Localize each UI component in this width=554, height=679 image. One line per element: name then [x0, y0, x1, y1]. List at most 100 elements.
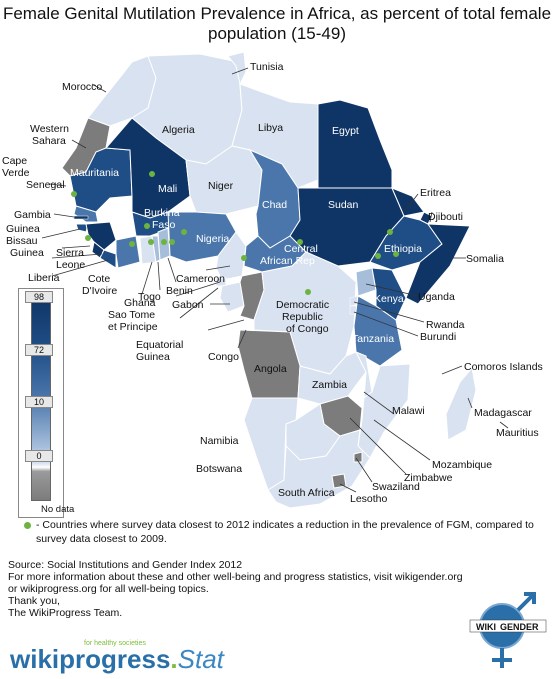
- label-libya: Libya: [258, 122, 283, 134]
- label-drc-2: Republic: [282, 311, 323, 323]
- region-south-africa[interactable]: [267, 429, 371, 509]
- region-madagascar[interactable]: [445, 366, 477, 441]
- dot-mauritania: [71, 191, 77, 197]
- label-sierra-leone-2: Leone: [56, 259, 85, 271]
- label-gambia: Gambia: [14, 209, 51, 221]
- label-guinea-bissau-1: Guinea: [6, 223, 40, 235]
- label-car-2: African Rep: [260, 255, 315, 267]
- reduction-note-text: - Countries where survey data closest to…: [36, 519, 534, 545]
- source-line: or wikiprogress.org for all well-being t…: [8, 583, 209, 595]
- label-congo: Congo: [208, 351, 239, 363]
- region-swaziland[interactable]: [353, 451, 363, 463]
- label-mali: Mali: [158, 183, 177, 195]
- dot-nigeria: [181, 229, 187, 235]
- reduction-markers: [71, 171, 399, 295]
- label-djibouti: Djibouti: [428, 211, 463, 223]
- source-line: The WikiProgress Team.: [8, 607, 123, 619]
- label-mauritius: Mauritius: [496, 427, 539, 439]
- label-comoros: Comoros Islands: [464, 361, 543, 373]
- label-lesotho: Lesotho: [350, 493, 388, 505]
- logo-progress: progress: [59, 644, 171, 674]
- wikiprogress-logo[interactable]: wikiprogress.Stat: [10, 644, 224, 674]
- label-western-sahara-2: Sahara: [32, 135, 66, 147]
- legend: 98 72 10 0 No data: [18, 288, 74, 518]
- label-liberia: Liberia: [28, 272, 60, 284]
- label-burkina-faso-1: Burkina: [144, 207, 180, 219]
- label-cape-verde-1: Cape: [2, 155, 27, 167]
- label-algeria: Algeria: [162, 124, 195, 136]
- gender-logo-gender: GENDER: [500, 622, 539, 632]
- label-cote-divoire-1: Cote: [88, 273, 110, 285]
- label-rwanda: Rwanda: [426, 319, 465, 331]
- legend-tick-10: 10: [25, 396, 53, 408]
- label-namibia: Namibia: [200, 435, 239, 447]
- label-egypt: Egypt: [332, 125, 359, 137]
- label-niger: Niger: [208, 180, 234, 192]
- dot-guinea-bissau: [85, 235, 91, 241]
- label-swaziland: Swaziland: [372, 481, 420, 493]
- label-eq-guinea-2: Guinea: [136, 351, 170, 363]
- source-line: For more information about these and oth…: [8, 571, 463, 583]
- label-eq-guinea-1: Equatorial: [136, 339, 183, 351]
- leader-lines: [41, 67, 509, 493]
- label-tunisia: Tunisia: [250, 61, 284, 73]
- label-uganda: Uganda: [418, 291, 455, 303]
- label-benin: Benin: [166, 285, 193, 297]
- label-somalia: Somalia: [466, 253, 504, 265]
- label-guinea: Guinea: [10, 247, 44, 259]
- region-egypt[interactable]: [317, 99, 393, 189]
- region-tanzania[interactable]: [353, 295, 403, 367]
- label-ghana: Ghana: [124, 297, 156, 309]
- gender-logo-wiki: WIKI: [476, 622, 496, 632]
- logo-wiki: wiki: [10, 644, 60, 674]
- dot-cameroon: [241, 255, 247, 261]
- label-gabon: Gabon: [172, 299, 204, 311]
- dot-ethiopia: [387, 229, 393, 235]
- wikigender-logo[interactable]: WIKI GENDER: [468, 590, 548, 672]
- dot-cote-divoire: [129, 241, 135, 247]
- dot-togo: [161, 239, 167, 245]
- region-gabon[interactable]: [219, 281, 245, 313]
- label-western-sahara-1: Western: [30, 123, 69, 135]
- region-guinea[interactable]: [85, 221, 117, 251]
- label-burkina-faso-2: Faso: [152, 219, 176, 231]
- label-tanzania: Tanzania: [352, 333, 394, 345]
- region-cote-divoire[interactable]: [115, 235, 141, 269]
- label-senegal: Senegal: [26, 179, 65, 191]
- source-line: Source: Social Institutions and Gender I…: [8, 559, 243, 571]
- region-guinea-bissau[interactable]: [75, 223, 89, 233]
- label-cameroon: Cameroon: [176, 273, 225, 285]
- label-cape-verde-2: Verde: [2, 167, 30, 179]
- region-liberia[interactable]: [99, 249, 117, 269]
- legend-tick-0: 0: [25, 450, 53, 462]
- label-sao-tome-1: Sao Tome: [108, 309, 155, 321]
- label-botswana: Botswana: [196, 463, 242, 475]
- reduction-note: - Countries where survey data closest to…: [24, 518, 546, 546]
- label-sierra-leone-1: Sierra: [56, 247, 84, 259]
- legend-tick-98: 98: [25, 291, 53, 303]
- label-ethiopia: Ethiopia: [384, 243, 422, 255]
- dot-car: [297, 239, 303, 245]
- label-morocco: Morocco: [62, 81, 102, 93]
- label-cote-divoire-2: D'Ivoire: [82, 285, 117, 297]
- region-tunisia[interactable]: [227, 51, 247, 86]
- label-south-africa: South Africa: [278, 487, 335, 499]
- label-malawi: Malawi: [392, 405, 425, 417]
- region-lesotho[interactable]: [331, 473, 347, 489]
- country-labels: Morocco Western Sahara Algeria Tunisia L…: [2, 61, 543, 505]
- map-title: Female Genital Mutilation Prevalence in …: [2, 4, 552, 43]
- label-mozambique: Mozambique: [432, 459, 492, 471]
- green-dot-icon: [24, 522, 31, 529]
- label-burundi: Burundi: [420, 331, 456, 343]
- label-angola: Angola: [254, 363, 287, 375]
- logo-stat: Stat: [177, 644, 224, 674]
- legend-tick-72: 72: [25, 344, 53, 356]
- dot-mali: [149, 171, 155, 177]
- label-eritrea: Eritrea: [420, 187, 451, 199]
- dot-uganda: [393, 251, 399, 257]
- dot-drc: [305, 289, 311, 295]
- region-somalia[interactable]: [405, 223, 471, 305]
- dot-benin: [169, 239, 175, 245]
- region-gambia[interactable]: [73, 215, 89, 220]
